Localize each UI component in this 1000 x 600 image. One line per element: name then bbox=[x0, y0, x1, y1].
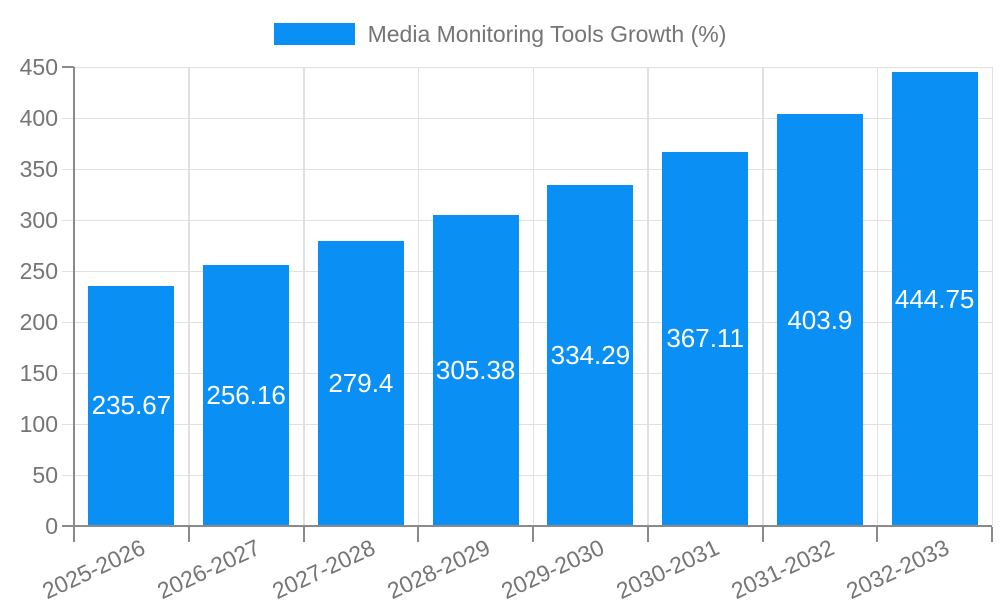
x-tick bbox=[73, 527, 75, 542]
legend-swatch bbox=[273, 23, 355, 45]
x-tick bbox=[761, 527, 764, 542]
x-tick bbox=[302, 527, 305, 542]
bar-value-label: 235.67 bbox=[91, 390, 172, 421]
y-tick bbox=[62, 423, 74, 425]
x-gridline bbox=[991, 67, 993, 526]
bar[interactable]: 334.29 bbox=[547, 185, 634, 526]
y-tick bbox=[62, 321, 74, 323]
x-axis-line bbox=[62, 525, 992, 527]
bar-value-label: 305.38 bbox=[435, 354, 516, 385]
x-tick-label: 2030-2031 bbox=[612, 534, 724, 600]
y-axis-line bbox=[73, 67, 75, 528]
x-gridline bbox=[647, 67, 649, 526]
x-tick-label: 2032-2033 bbox=[841, 534, 953, 600]
bar[interactable]: 256.16 bbox=[203, 264, 290, 526]
bar[interactable]: 444.75 bbox=[891, 72, 978, 526]
bar[interactable]: 305.38 bbox=[432, 214, 519, 526]
bar-value-label: 444.75 bbox=[894, 283, 975, 314]
x-tick bbox=[532, 527, 534, 542]
x-tick bbox=[417, 527, 420, 542]
y-tick bbox=[62, 474, 74, 476]
y-tick-label: 300 bbox=[19, 207, 58, 233]
legend-label: Media Monitoring Tools Growth (%) bbox=[367, 20, 727, 47]
y-tick bbox=[62, 117, 74, 119]
bar[interactable]: 367.11 bbox=[662, 151, 749, 526]
x-gridline bbox=[188, 67, 190, 526]
bar-value-label: 279.4 bbox=[328, 367, 394, 398]
bar[interactable]: 403.9 bbox=[776, 114, 863, 526]
y-tick bbox=[62, 168, 74, 170]
bar[interactable]: 235.67 bbox=[88, 285, 175, 526]
y-tick-label: 100 bbox=[19, 411, 58, 437]
x-tick-label: 2026-2027 bbox=[153, 534, 265, 600]
x-tick bbox=[991, 527, 993, 542]
x-tick bbox=[646, 527, 649, 542]
y-tick-label: 400 bbox=[19, 105, 58, 131]
y-tick-label: 50 bbox=[32, 462, 58, 488]
x-gridline bbox=[303, 67, 305, 526]
x-tick-label: 2027-2028 bbox=[268, 534, 379, 600]
y-tick-label: 250 bbox=[19, 258, 58, 284]
bar[interactable]: 279.4 bbox=[317, 241, 404, 526]
x-tick-label: 2029-2030 bbox=[497, 534, 609, 600]
y-tick-label: 200 bbox=[19, 309, 58, 335]
y-tick bbox=[62, 219, 74, 221]
x-gridline bbox=[876, 67, 879, 526]
y-tick-label: 0 bbox=[45, 513, 58, 539]
x-gridline bbox=[532, 67, 534, 526]
x-tick bbox=[187, 527, 190, 542]
y-tick-label: 350 bbox=[19, 156, 58, 182]
y-tick bbox=[62, 66, 74, 68]
y-tick bbox=[62, 372, 74, 374]
bar-value-label: 256.16 bbox=[206, 379, 286, 410]
x-tick-label: 2025-2026 bbox=[38, 534, 150, 600]
x-tick-label: 2031-2032 bbox=[727, 534, 838, 600]
bar-value-label: 367.11 bbox=[666, 323, 744, 354]
x-tick-label: 2028-2029 bbox=[382, 534, 494, 600]
y-tick-label: 150 bbox=[19, 360, 58, 386]
y-tick bbox=[62, 270, 74, 272]
y-tick-label: 450 bbox=[19, 54, 58, 80]
x-tick bbox=[876, 527, 879, 542]
x-gridline bbox=[417, 67, 420, 526]
x-gridline bbox=[762, 67, 764, 526]
chart-legend[interactable]: Media Monitoring Tools Growth (%) bbox=[0, 19, 1000, 49]
bar-value-label: 334.29 bbox=[550, 340, 631, 370]
bar-value-label: 403.9 bbox=[787, 304, 853, 335]
